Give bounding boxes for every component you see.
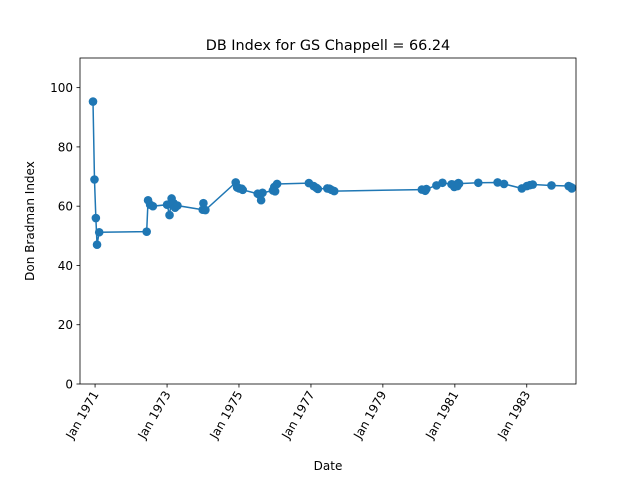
data-point — [438, 178, 447, 188]
data-point — [173, 201, 182, 210]
plot-frame — [79, 57, 577, 385]
data-point — [238, 185, 248, 195]
data-point — [90, 175, 99, 184]
y-axis: 0 20 40 60 80 100 — [50, 81, 80, 392]
data-point — [91, 213, 101, 223]
data-point — [256, 195, 266, 205]
y-axis-label: Don Bradman Index — [23, 161, 37, 281]
series-group — [88, 97, 577, 250]
data-point — [201, 205, 210, 215]
y-tick-label: 0 — [65, 378, 73, 392]
data-point — [329, 186, 339, 196]
data-point — [422, 184, 431, 194]
data-point — [474, 178, 483, 188]
data-point — [148, 201, 158, 211]
data-point — [567, 183, 577, 193]
y-tick-label: 20 — [58, 318, 73, 332]
data-point — [547, 181, 556, 190]
data-point — [528, 180, 538, 189]
x-axis-label: Date — [314, 459, 343, 473]
y-tick-label: 60 — [58, 200, 73, 214]
data-point — [199, 198, 208, 208]
data-point — [94, 227, 104, 237]
data-point — [270, 187, 280, 196]
data-point — [142, 227, 151, 236]
data-point — [272, 179, 282, 189]
data-point — [162, 200, 172, 209]
y-tick-label: 80 — [58, 140, 73, 154]
data-point — [499, 179, 509, 189]
y-tick-label: 100 — [50, 81, 73, 95]
y-tick-label: 40 — [58, 259, 73, 273]
data-point — [165, 210, 174, 220]
data-point — [88, 97, 98, 106]
data-point — [258, 188, 267, 198]
data-point — [313, 184, 323, 194]
chart-title: DB Index for GS Chappell = 66.24 — [206, 38, 450, 54]
data-point — [493, 178, 502, 187]
data-point — [92, 240, 102, 250]
data-point — [454, 179, 464, 188]
